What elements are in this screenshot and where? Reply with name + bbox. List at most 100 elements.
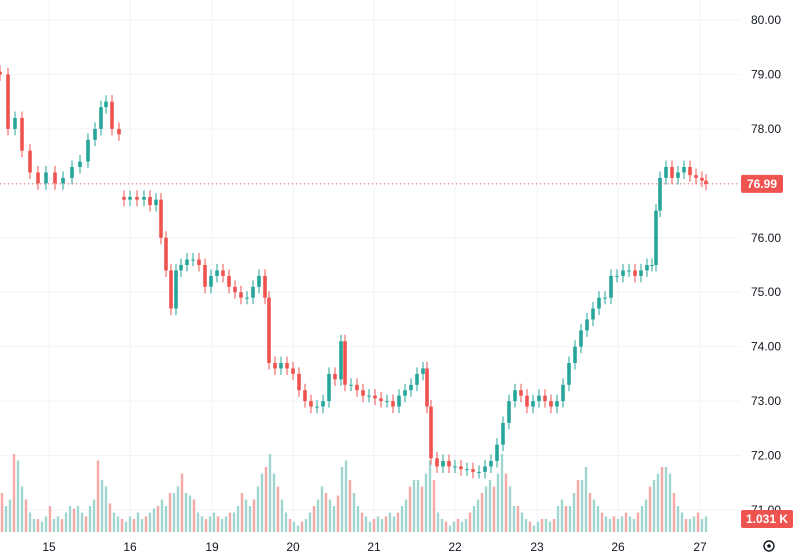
volume-bar [552,519,556,532]
candle-body [227,275,231,287]
candle-body [303,390,307,402]
candle-body [203,265,207,287]
volume-bar [376,516,380,532]
candle-body [682,167,686,173]
volume-bar [544,519,548,532]
volume-bar [440,519,444,532]
volume-bar [412,480,416,532]
volume-bar [224,516,228,532]
candle-body [483,466,487,472]
volume-bar [468,512,472,532]
volume-bar [96,460,100,532]
volume-bar [368,521,372,532]
candle-body [263,275,267,298]
candle-body [471,469,475,472]
candle-body [0,71,2,75]
volume-bar [448,525,452,532]
volume-bar [80,512,84,532]
candle-body [367,395,371,397]
volume-bar [684,519,688,532]
candle-body [245,297,249,299]
volume-bar [316,499,320,532]
volume-bar [284,512,288,532]
candle-body [361,390,365,396]
volume-bar [664,467,668,532]
volume-bar [648,486,652,532]
volume-bar [188,495,192,532]
x-axis: 15 16 19 20 21 22 23 26 27 [42,540,707,554]
candle-body [221,270,225,276]
volume-bar [604,516,608,532]
volume-bar [332,506,336,532]
volume-bar [476,499,480,532]
volume-bar [148,512,152,532]
y-tick-label: 80.00 [751,13,781,27]
candle-body [148,196,152,206]
volume-bar [168,493,172,532]
volume-bar [432,480,436,532]
y-axis: 80.0079.0078.0077.0076.0075.0074.0073.00… [751,13,781,517]
candle-body [650,265,654,266]
volume-bar [404,499,408,532]
y-tick-label: 74.00 [751,340,781,354]
candle-body [459,466,463,470]
candle-body [209,275,213,287]
volume-bar [84,516,88,532]
candle-body [441,461,445,467]
volume-bar [492,486,496,532]
settings-button[interactable] [763,540,775,552]
volume-bar [656,473,660,532]
candle-body [421,368,425,374]
candle-body [86,139,90,162]
volume-bar [248,506,252,532]
volume-bar [120,519,124,532]
volume-bar [592,499,596,532]
candle-body [409,384,413,391]
candle-body [343,341,347,385]
volume-bar [128,516,132,532]
volume-bar [660,467,664,532]
candle-body [13,118,17,129]
volume-bar [184,493,188,532]
candle-body [36,172,40,184]
volume-bar [704,516,708,532]
candle-body [53,172,57,184]
volume-bar [16,460,20,532]
candle-body [321,401,325,407]
volume-bar [112,512,116,532]
volume-bar [436,512,440,532]
volume-bar [268,454,272,532]
volume-bar [172,493,176,532]
volume-bar [36,519,40,532]
volume-bar [372,519,376,532]
candle-body [355,384,359,391]
candle-body [154,199,158,206]
volume-bar [252,499,256,532]
volume-bar [700,519,704,532]
volume-bar [532,525,536,532]
volume-bar [256,486,260,532]
volume-bar [228,512,232,532]
candle-body [142,196,146,200]
candle-body [285,363,289,369]
candle-body [339,341,343,380]
volume-bar [216,516,220,532]
candle-body [267,297,271,363]
candle-body [273,363,277,369]
candle-body [169,270,173,309]
candle-body [621,270,625,276]
volume-bar [568,506,572,532]
candle-body [429,406,433,459]
x-tick-label: 26 [611,540,625,554]
candle-body [297,373,301,391]
candle-body [239,292,243,298]
volume-bar [596,506,600,532]
candle-body [676,172,680,178]
volume-bar [692,516,696,532]
volume-bar [512,506,516,532]
volume-bar [328,499,332,532]
candle-body [373,395,377,399]
candle-body [519,390,523,396]
volume-bar [428,460,432,532]
